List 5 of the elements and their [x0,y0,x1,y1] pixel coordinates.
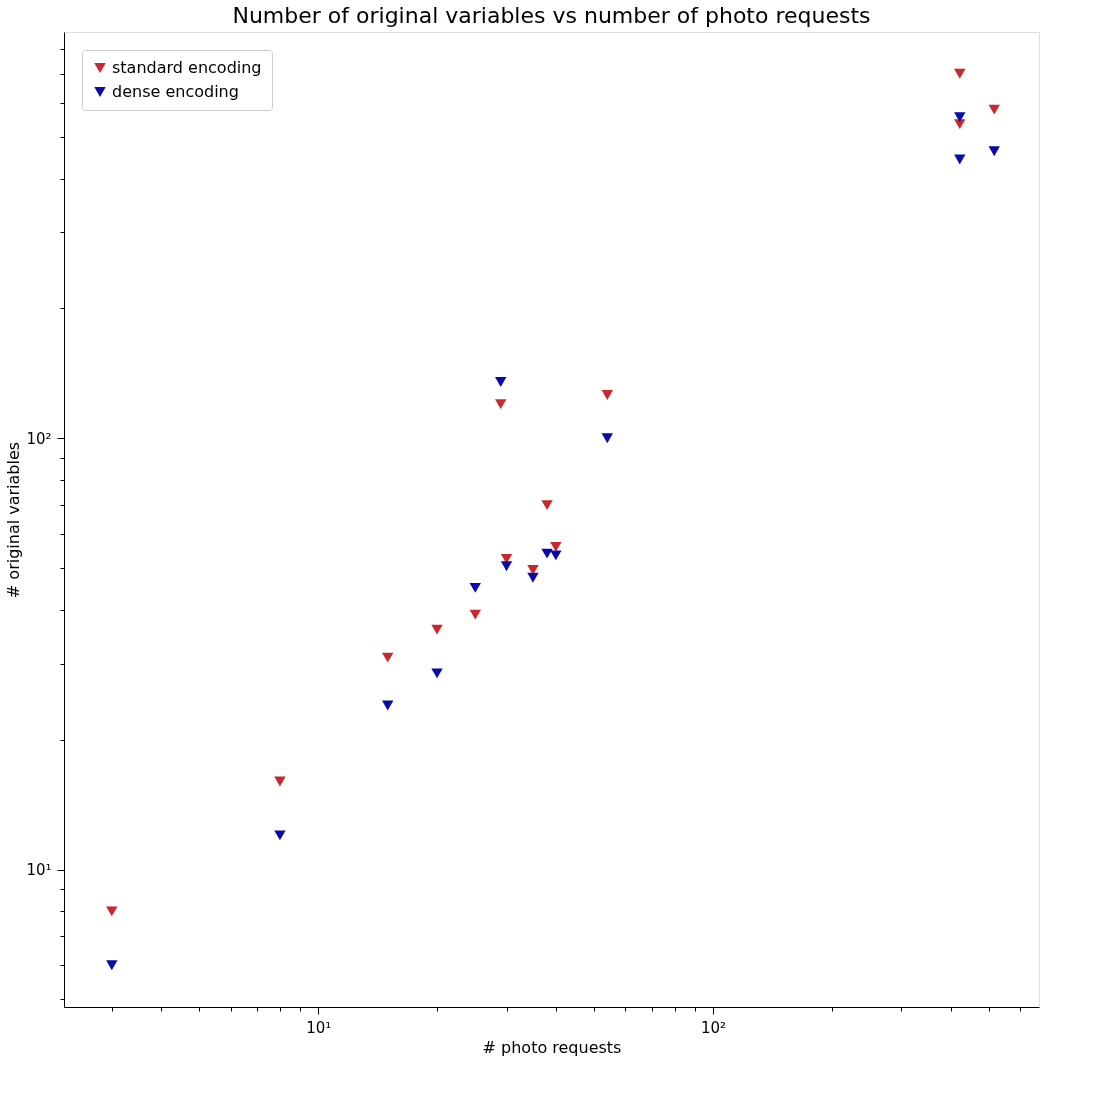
legend-label: dense encoding [112,82,239,101]
x-axis-title: # photo requests [482,1037,622,1057]
chart-title: Number of original variables vs number of photo requests [232,3,871,28]
legend-label: standard encoding [112,58,262,77]
y-axis-title: # original variables [4,441,24,599]
